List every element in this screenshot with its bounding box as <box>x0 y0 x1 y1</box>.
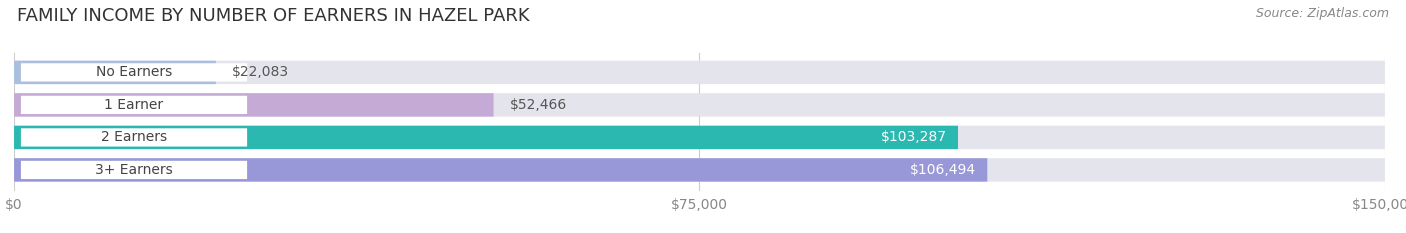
FancyBboxPatch shape <box>14 61 1385 84</box>
FancyBboxPatch shape <box>14 93 1385 116</box>
Text: FAMILY INCOME BY NUMBER OF EARNERS IN HAZEL PARK: FAMILY INCOME BY NUMBER OF EARNERS IN HA… <box>17 7 530 25</box>
FancyBboxPatch shape <box>14 126 957 149</box>
Text: 3+ Earners: 3+ Earners <box>96 163 173 177</box>
Text: $106,494: $106,494 <box>910 163 976 177</box>
FancyBboxPatch shape <box>14 61 217 84</box>
FancyBboxPatch shape <box>21 128 247 147</box>
Text: $103,287: $103,287 <box>882 130 948 144</box>
Text: $52,466: $52,466 <box>510 98 567 112</box>
FancyBboxPatch shape <box>21 161 247 179</box>
FancyBboxPatch shape <box>21 96 247 114</box>
Text: No Earners: No Earners <box>96 65 172 79</box>
Text: 2 Earners: 2 Earners <box>101 130 167 144</box>
FancyBboxPatch shape <box>21 63 247 82</box>
FancyBboxPatch shape <box>14 93 494 116</box>
Text: $22,083: $22,083 <box>232 65 290 79</box>
FancyBboxPatch shape <box>14 158 1385 182</box>
FancyBboxPatch shape <box>14 126 1385 149</box>
Text: 1 Earner: 1 Earner <box>104 98 163 112</box>
FancyBboxPatch shape <box>14 158 987 182</box>
Text: Source: ZipAtlas.com: Source: ZipAtlas.com <box>1256 7 1389 20</box>
